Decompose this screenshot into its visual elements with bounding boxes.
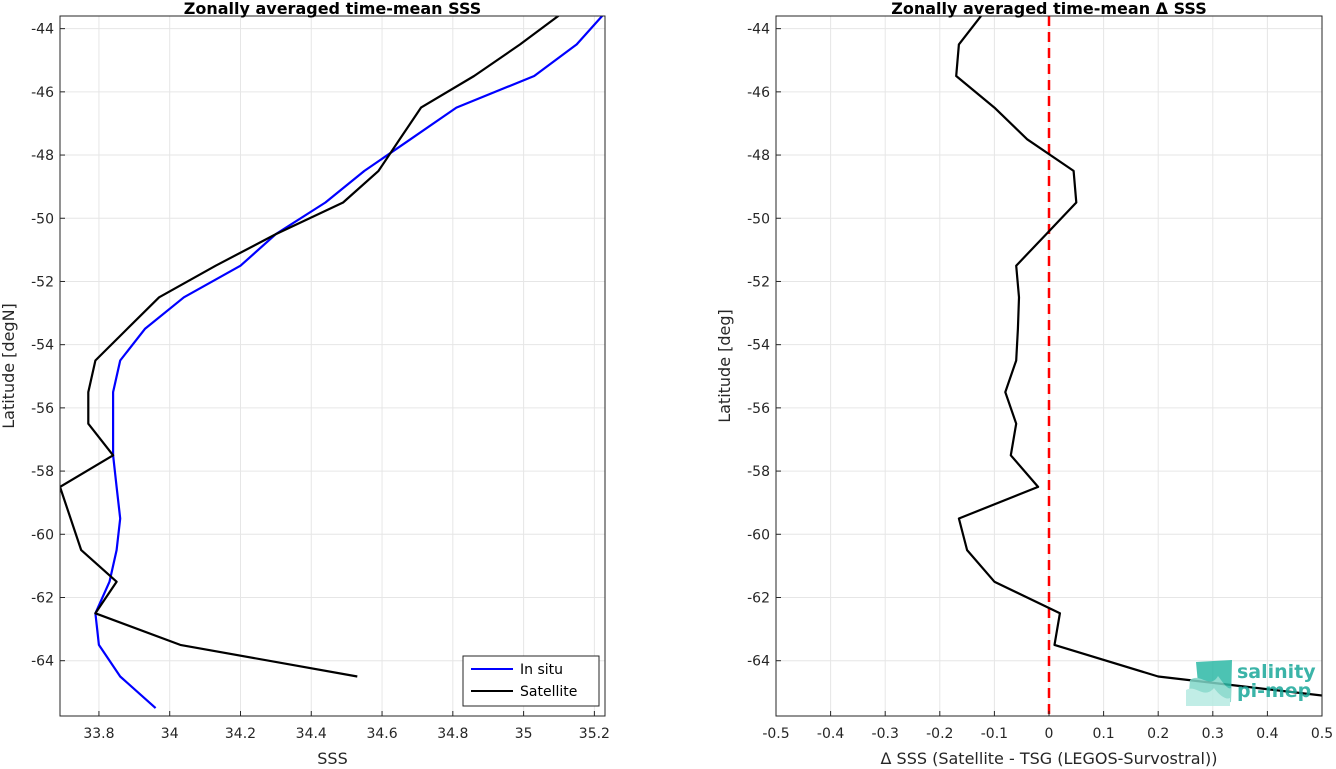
sss-y-tick-label: -62: [31, 590, 54, 606]
sss-legend: In situ Satellite: [462, 655, 600, 707]
legend-label-satellite: Satellite: [520, 684, 577, 700]
delta-sss-x-tick-label: 0.5: [1311, 726, 1333, 742]
sss-grid: [60, 16, 605, 716]
sss-y-tick-label: -52: [31, 274, 54, 290]
sss-y-tick-label: -50: [31, 211, 54, 227]
sss-satellite-line: [60, 16, 561, 678]
sss-y-tick-label: -46: [31, 85, 54, 101]
delta-sss-y-tick-label: -62: [747, 590, 770, 606]
delta-sss-y-tick-label: -58: [747, 464, 770, 480]
sss-x-axis-label: SSS: [317, 749, 347, 768]
delta-sss-y-tick-label: -44: [747, 22, 770, 38]
legend-box: [462, 655, 600, 707]
delta-sss-y-tick-label: -48: [747, 148, 770, 164]
delta-sss-x-tick-label: 0.3: [1202, 726, 1224, 742]
sss-x-tick-label: 34.8: [437, 726, 468, 742]
sss-x-tick-label: 34.6: [366, 726, 397, 742]
delta-sss-panel: -0.5 -0.4 -0.3 -0.2 -0.1 0 0.1 0.2 0.3 0.4 0.5 -44 -…: [715, 0, 1333, 768]
delta-sss-ticks: -0.5 -0.4 -0.3 -0.2 -0.1 0 0.1 0.2 0.3 0.4 0.5 -44 -…: [747, 22, 1333, 742]
delta-sss-y-tick-label: -50: [747, 211, 770, 227]
sss-x-tick-label: 34.2: [225, 726, 256, 742]
logo-text-line1: salinity: [1237, 661, 1316, 683]
sss-x-tick-label: 35: [515, 726, 533, 742]
sss-y-tick-label: -48: [31, 148, 54, 164]
sss-x-tick-label: 33.8: [83, 726, 114, 742]
delta-sss-y-tick-label: -54: [747, 338, 770, 354]
logo-text-line2: pi-mep: [1237, 680, 1311, 702]
delta-sss-y-tick-label: -60: [747, 527, 770, 543]
sss-x-tick-label: 34.4: [296, 726, 327, 742]
salinity-pi-mep-logo: salinity pi-mep: [1186, 660, 1316, 706]
sss-ticks: 33.8 34 34.2 34.4 34.6 34.8 35 35.2 -44 -46 -48 -50…: [31, 22, 610, 742]
legend-label-in-situ: In situ: [520, 662, 563, 678]
delta-sss-x-tick-label: 0.2: [1147, 726, 1169, 742]
delta-sss-series-0-line: [955, 16, 1322, 697]
delta-sss-x-tick-label: -0.3: [872, 726, 899, 742]
sss-y-tick-label: -64: [31, 654, 54, 670]
sss-y-tick-label: -44: [31, 22, 54, 38]
sss-y-axis-label: Latitude [degN]: [0, 303, 18, 429]
sss-profile-panel: 33.8 34 34.2 34.4 34.6 34.8 35 35.2 -44 -46 -48 -50…: [0, 0, 610, 768]
delta-sss-chart-title: Zonally averaged time-mean Δ SSS: [891, 0, 1207, 18]
wave-logo-icon: [1186, 660, 1232, 706]
delta-sss-y-tick-label: -52: [747, 274, 770, 290]
sss-y-tick-label: -58: [31, 464, 54, 480]
sss-series-group: [60, 16, 604, 709]
delta-sss-x-axis-label: Δ SSS (Satellite - TSG (LEGOS-Survostral…: [881, 749, 1218, 768]
delta-sss-y-tick-label: -46: [747, 85, 770, 101]
delta-sss-x-tick-label: 0.1: [1092, 726, 1114, 742]
sss-y-tick-label: -56: [31, 401, 54, 417]
sss-in-situ-line: [94, 16, 604, 709]
delta-sss-y-axis-label: Latitude [deg]: [715, 309, 734, 423]
delta-sss-y-tick-label: -56: [747, 401, 770, 417]
delta-sss-x-tick-label: 0.4: [1256, 726, 1278, 742]
delta-sss-x-tick-label: 0: [1045, 726, 1054, 742]
sss-x-tick-label: 35.2: [579, 726, 610, 742]
delta-sss-x-tick-label: -0.1: [981, 726, 1008, 742]
delta-sss-series-group: [955, 16, 1322, 697]
delta-sss-x-tick-label: -0.4: [817, 726, 844, 742]
sss-x-tick-label: 34: [161, 726, 179, 742]
sss-chart-title: Zonally averaged time-mean SSS: [184, 0, 482, 18]
delta-sss-y-tick-label: -64: [747, 654, 770, 670]
sss-y-tick-label: -54: [31, 338, 54, 354]
sss-plot-frame: [59, 15, 606, 717]
delta-sss-x-tick-label: -0.5: [762, 726, 789, 742]
sss-y-tick-label: -60: [31, 527, 54, 543]
delta-sss-x-tick-label: -0.2: [926, 726, 953, 742]
